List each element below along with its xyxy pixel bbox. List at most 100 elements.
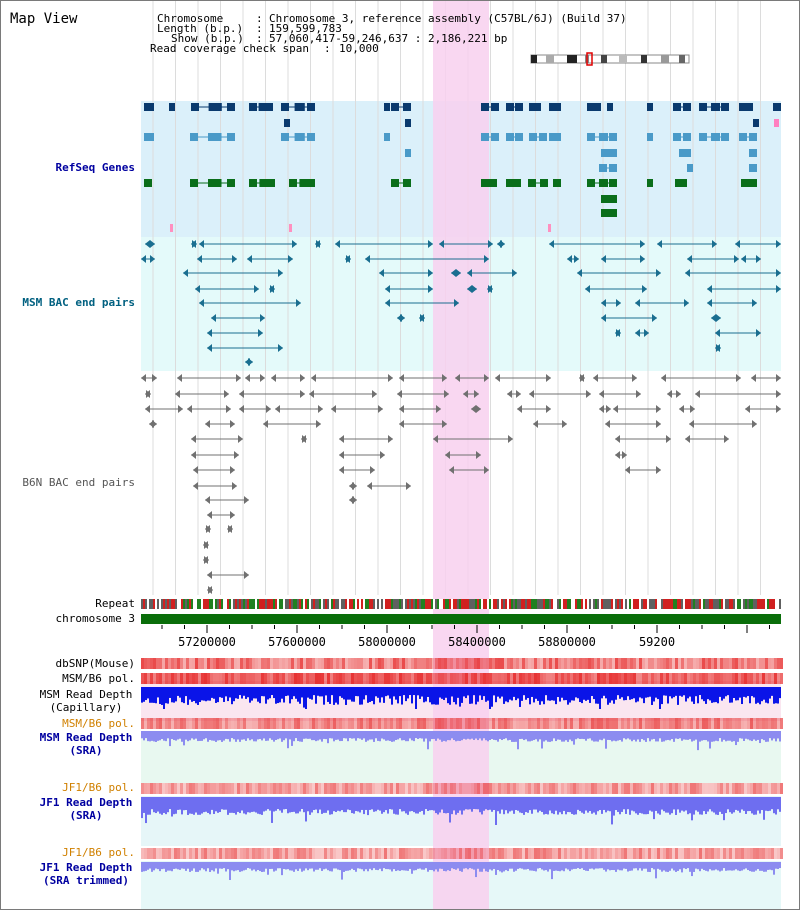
heat-cell (408, 658, 411, 669)
repeat-block (667, 599, 669, 609)
heat-cell (498, 673, 501, 684)
read-depth-bar (485, 731, 487, 741)
heat-cell (636, 848, 639, 859)
repeat-block (287, 599, 289, 609)
heat-cell (474, 718, 477, 729)
repeat-block (447, 599, 449, 609)
read-depth-bar (503, 687, 505, 704)
read-depth-bar (715, 797, 717, 815)
bac-end-arrow (676, 390, 681, 398)
track-label-repeat[interactable]: Repeat (95, 597, 135, 610)
heat-cell (573, 673, 576, 684)
track-label-msm-b6-pol-sra[interactable]: MSM/B6 pol. (62, 717, 135, 730)
repeat-block (427, 599, 429, 609)
heat-cell (213, 783, 216, 794)
read-depth-bar (333, 862, 335, 869)
heat-cell (597, 783, 600, 794)
track-label-b6n-bac[interactable]: B6N BAC end pairs (22, 476, 135, 489)
heat-cell (498, 783, 501, 794)
repeat-block (573, 599, 575, 609)
read-depth-bar (305, 687, 307, 709)
read-depth-bar (737, 731, 739, 742)
repeat-block (549, 599, 551, 609)
gene-exon (391, 179, 399, 187)
heat-cell (306, 783, 309, 794)
heat-cell (177, 718, 180, 729)
heat-cell (186, 673, 189, 684)
heat-cell (456, 673, 459, 684)
read-depth-bar (221, 731, 223, 742)
repeat-block (207, 599, 209, 609)
read-depth-bar (625, 731, 627, 740)
heat-cell (606, 848, 609, 859)
track-label-jf1-b6-pol-2[interactable]: JF1/B6 pol. (62, 846, 135, 859)
bac-end-arrow (152, 420, 157, 428)
heat-cell (375, 848, 378, 859)
heat-cell (171, 783, 174, 794)
heat-cell (753, 783, 756, 794)
track-label-msm-read-depth-sra[interactable]: MSM Read Depth (39, 731, 133, 744)
gene-exon (699, 133, 707, 141)
track-label-refseq[interactable]: RefSeq Genes (55, 161, 135, 174)
heat-cell (501, 658, 504, 669)
heat-cell (531, 658, 534, 669)
read-depth-bar (227, 797, 229, 815)
read-depth-bar (545, 731, 547, 741)
heat-cell (462, 848, 465, 859)
heat-cell (537, 848, 540, 859)
repeat-block (407, 599, 409, 609)
gene-exon (679, 179, 687, 187)
repeat-block (687, 599, 689, 609)
read-depth-bar (673, 687, 675, 698)
track-label-jf1-b6-pol[interactable]: JF1/B6 pol. (62, 781, 135, 794)
read-depth-bar (379, 731, 381, 742)
track-label-jf1-read-depth[interactable]: JF1 Read Depth (39, 796, 133, 809)
heat-cell (351, 718, 354, 729)
read-depth-bar (683, 797, 685, 812)
repeat-block (669, 599, 671, 609)
bac-end-arrow (574, 255, 579, 263)
heat-cell (225, 783, 228, 794)
heat-cell (153, 673, 156, 684)
read-depth-bar (737, 862, 739, 871)
heat-cell (531, 718, 534, 729)
gene-exon (749, 164, 757, 172)
heat-cell (309, 658, 312, 669)
heat-cell (360, 718, 363, 729)
heat-cell (312, 848, 315, 859)
read-depth-bar (421, 731, 423, 739)
bac-end-arrow (278, 269, 283, 277)
heat-cell (603, 658, 606, 669)
heat-cell (699, 718, 702, 729)
read-depth-bar (607, 797, 609, 811)
heat-cell (672, 673, 675, 684)
ideogram-band (661, 55, 669, 63)
read-depth-bar (315, 862, 317, 870)
heat-cell (666, 718, 669, 729)
heat-cell (435, 658, 438, 669)
read-depth-bar (523, 687, 525, 696)
read-depth-bar (277, 862, 279, 869)
read-depth-bar (503, 862, 505, 872)
track-label-jf1-read-depth-trimmed[interactable]: JF1 Read Depth (39, 861, 133, 874)
bac-end-arrow (661, 374, 666, 382)
read-depth-bar (545, 797, 547, 814)
read-depth-bar (639, 797, 641, 813)
read-depth-bar (659, 862, 661, 870)
heat-cell (504, 658, 507, 669)
bac-end-arrow (467, 269, 472, 277)
read-depth-bar (399, 731, 401, 739)
read-depth-bar (307, 862, 309, 871)
bac-end-arrow (724, 435, 729, 443)
read-depth-bar (177, 687, 179, 696)
track-label-msm-bac[interactable]: MSM BAC end pairs (22, 296, 135, 309)
gene-exon (687, 164, 693, 172)
gene-exon (599, 164, 607, 172)
repeat-block (197, 599, 199, 609)
track-label-dbsnp[interactable]: dbSNP(Mouse) (55, 657, 135, 670)
bac-end-arrow (599, 390, 604, 398)
track-label-msm-read-depth-cap[interactable]: MSM Read Depth (39, 688, 133, 701)
track-label-msm-b6-pol[interactable]: MSM/B6 pol. (62, 672, 135, 685)
repeat-block (489, 599, 491, 609)
